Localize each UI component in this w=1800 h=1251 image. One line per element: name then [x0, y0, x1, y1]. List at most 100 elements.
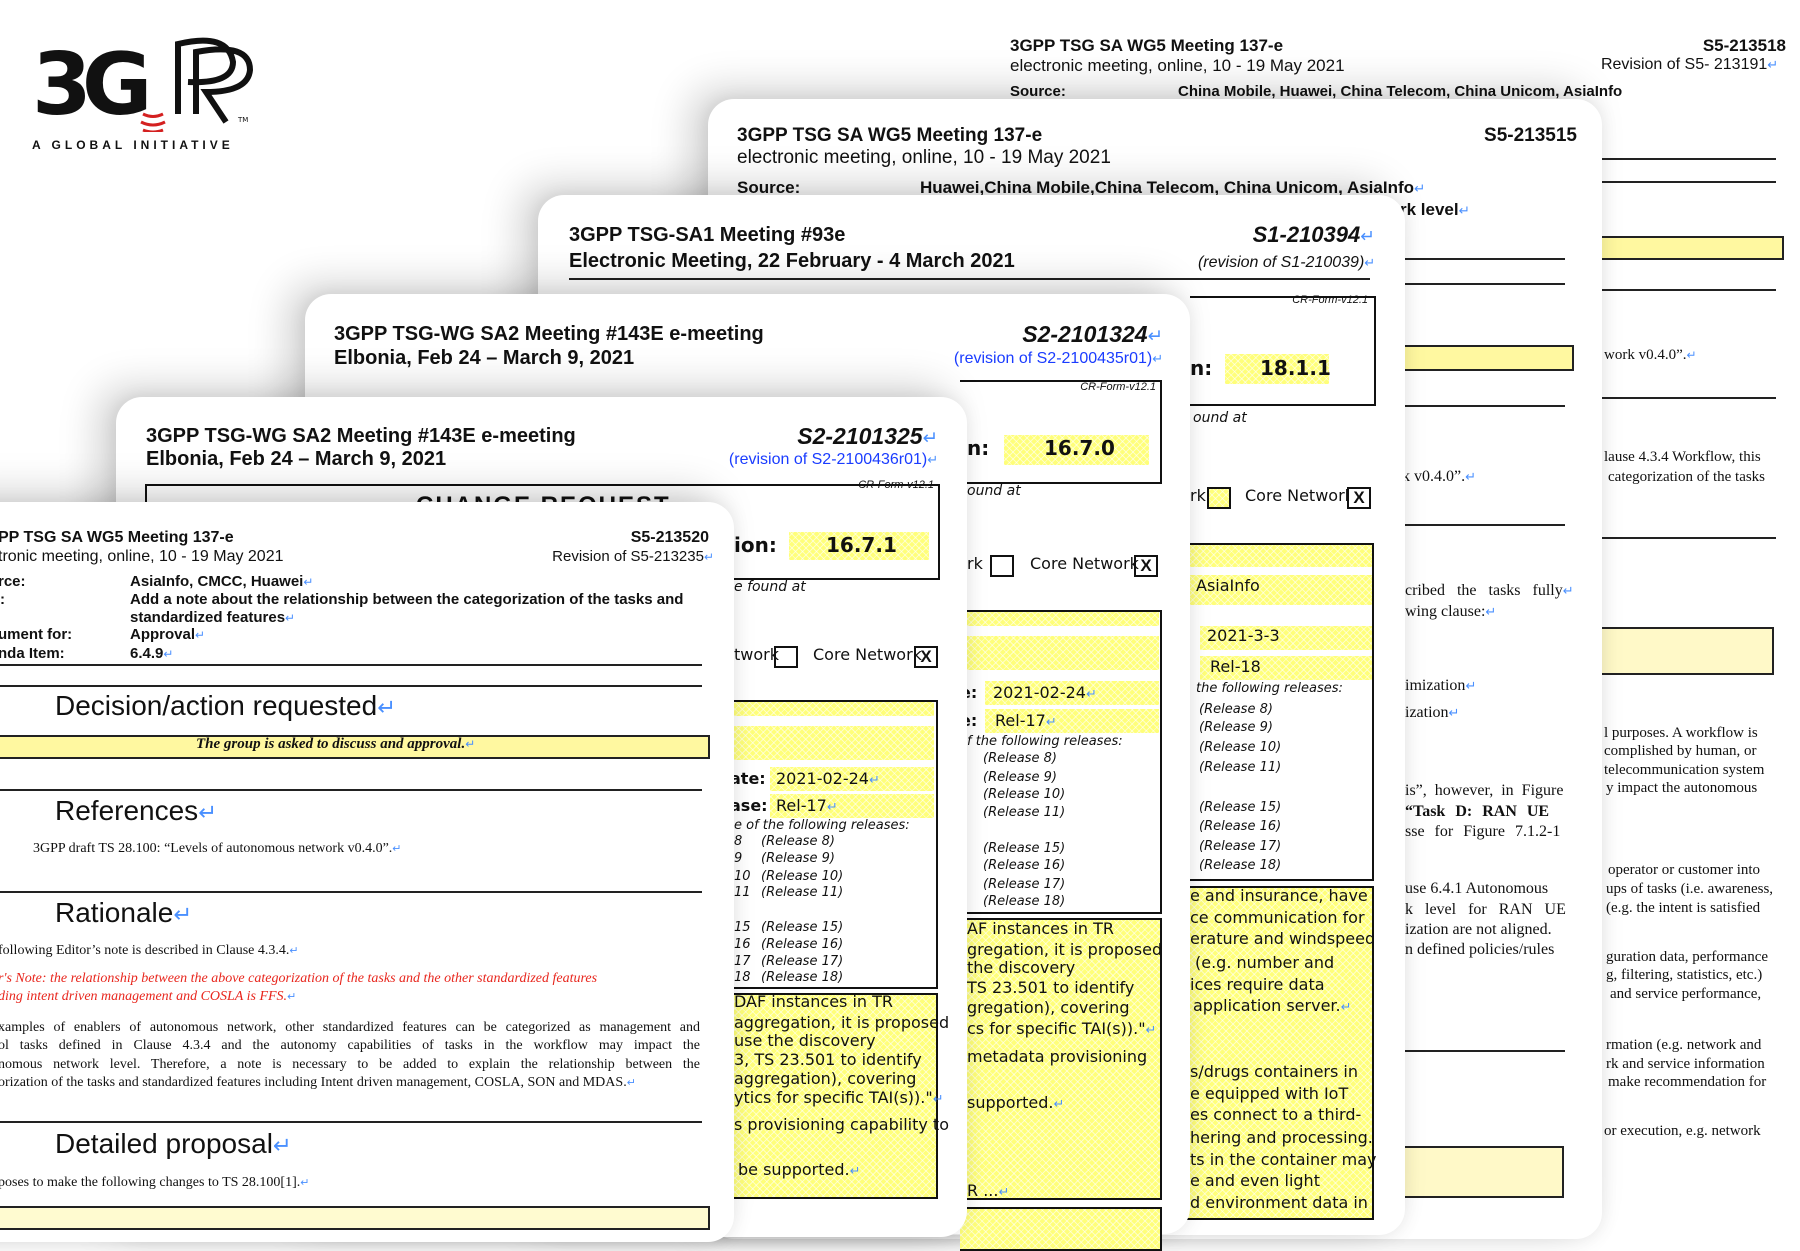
cr-form-version: CR-Form-v12.1 [858, 479, 934, 491]
release-option: (Release 8) [983, 751, 1057, 766]
rule [1405, 1050, 1565, 1052]
rule [1405, 524, 1565, 526]
core-network-checkbox[interactable]: X [914, 646, 938, 668]
body-line: aggregation), covering [734, 1069, 917, 1088]
release-option: (Release 9) [761, 851, 835, 866]
meeting-title: 3GPP TSG-WG SA2 Meeting #143E e-meeting [334, 323, 764, 345]
releases-label: e of the following releases: [734, 818, 910, 833]
rule [0, 664, 702, 666]
text-fragment: ization are not aligned. [1405, 921, 1552, 938]
found-at-label: e found at [734, 579, 806, 595]
body-line: TS 23.501 to identify [967, 978, 1135, 997]
release-option: (Release 11) [983, 805, 1066, 820]
release-option: (Release 16) [1199, 819, 1282, 834]
document-for-value: Approval [130, 626, 205, 643]
text-fragment: use 6.4.1 Autonomous [1405, 880, 1549, 897]
meeting-title: 3GPP TSG-WG SA2 Meeting #143E e-meeting [146, 425, 576, 447]
releases-label: the following releases: [1196, 681, 1343, 696]
cr-form-box [960, 380, 1162, 484]
text-fragment: ups of tasks (i.e. awareness, [1606, 881, 1774, 897]
release-option: (Release 8) [761, 834, 835, 849]
highlight-band [1200, 626, 1372, 650]
document-id: S5-213515 [1484, 125, 1577, 146]
text-fragment: telecommunication system [1604, 762, 1765, 778]
ran-label: twork [734, 645, 779, 664]
body-line: hering and processing. [1190, 1128, 1373, 1147]
release-option: (Release 11) [1199, 760, 1282, 775]
title-label: : [0, 591, 5, 608]
body-tail: R ... [967, 1181, 1009, 1201]
3gpp-logo: 3G TM A GLOBAL INITIATIVE [28, 22, 258, 162]
meeting-location: Electronic Meeting, 22 February - 4 Marc… [569, 250, 1015, 272]
source-value: AsiaInfo [1196, 576, 1260, 595]
meeting-location: Elbonia, Feb 24 – March 9, 2021 [334, 347, 635, 369]
date-value: 2021-02-24 [776, 769, 880, 789]
text-fragment: or execution, e.g. network [1604, 1123, 1761, 1139]
highlight-band [1190, 575, 1372, 605]
release-value: Rel-17 [776, 796, 838, 816]
text-fragment: categorization of the tasks [1608, 469, 1766, 485]
release-option: (Release 8) [1199, 702, 1273, 717]
agenda-label: nda Item: [0, 645, 65, 662]
highlight-band [967, 612, 1159, 626]
core-network-checkbox[interactable]: X [1134, 555, 1158, 577]
release-option: (Release 15) [1199, 800, 1282, 815]
release-value: Rel-17 [995, 711, 1057, 731]
description-box [1186, 886, 1374, 1220]
release-option: (Release 17) [761, 954, 844, 969]
text-fragment: and service performance, [1610, 986, 1762, 1002]
highlight-box [1590, 236, 1784, 260]
release-value: Rel-18 [1210, 657, 1261, 676]
version-label: n: [967, 436, 990, 460]
date-value: 2021-02-24 [993, 683, 1097, 703]
release-number: 18 [734, 970, 751, 985]
text-fragment: is”, however, in Figure [1405, 782, 1564, 799]
core-network-checkbox[interactable]: X [1347, 487, 1371, 509]
release-number: 15 [734, 920, 751, 935]
body-line: AF instances in TR [967, 919, 1114, 938]
ran-label: rk [1190, 486, 1206, 505]
release-number: 11 [734, 885, 751, 900]
text-fragment: imization [1405, 677, 1476, 695]
ran-checkbox[interactable] [774, 646, 798, 668]
release-option: (Release 9) [983, 770, 1057, 785]
text-fragment: complished by human, or [1604, 743, 1757, 759]
core-network-label: Core Network [1245, 486, 1354, 505]
ran-label: rk [967, 554, 983, 573]
text-fragment: sse for Figure 7.1.2-1 [1405, 823, 1561, 840]
release-option: (Release 16) [983, 858, 1066, 873]
proposal-text: poses to make the following changes to T… [0, 1175, 310, 1191]
version-label: n: [1190, 356, 1213, 380]
ran-checkbox[interactable] [1207, 487, 1231, 509]
logo-tagline: A GLOBAL INITIATIVE [32, 138, 234, 152]
rule [0, 1121, 702, 1123]
body-line: ytics for specific TAI(s))." [734, 1088, 943, 1108]
meeting-location: electronic meeting, online, 10 - 19 May … [1010, 56, 1345, 75]
title-value: Add a note about the relationship betwee… [130, 591, 684, 608]
highlight-band [1190, 545, 1372, 567]
rule [1590, 181, 1776, 183]
logo-layer: 3G TM A GLOBAL INITIATIVE [28, 22, 258, 162]
body-line: erature and windspeed [1190, 929, 1376, 948]
heading-decision: Decision/action requested [55, 690, 396, 722]
page-sheet [0, 502, 734, 1242]
body-line: ices require data [1190, 975, 1325, 994]
version-highlight [789, 532, 929, 560]
meeting-title: 3GPP TSG-SA1 Meeting #93e [569, 224, 846, 246]
rationale-paragraph: ol tasks defined in Clause 4.3.4 and the… [0, 1038, 700, 1053]
svg-text:3G: 3G [32, 35, 147, 132]
releases-label: f the following releases: [967, 734, 1123, 749]
date-value: 2021-3-3 [1207, 626, 1280, 645]
meeting-title: 3GPP TSG SA WG5 Meeting 137-e [1010, 36, 1284, 55]
agenda-value: 6.4.9 [130, 645, 173, 662]
document-id: S2-2101325 [797, 423, 938, 449]
version-highlight [1225, 354, 1329, 384]
text-fragment: cribed the tasks fully [1405, 582, 1573, 600]
decision-text: The group is asked to discuss and approv… [196, 736, 475, 753]
body-line: (e.g. number and [1195, 953, 1335, 972]
rationale-text: following Editor’s note is described in … [0, 943, 299, 959]
body-line: aggregation, it is proposed [734, 1013, 950, 1032]
document-s5-213518: 3GPP TSG SA WG5 Meeting 137-e electronic… [0, 0, 1800, 1200]
ran-checkbox[interactable] [990, 555, 1014, 577]
body-line: use the discovery [734, 1031, 876, 1050]
